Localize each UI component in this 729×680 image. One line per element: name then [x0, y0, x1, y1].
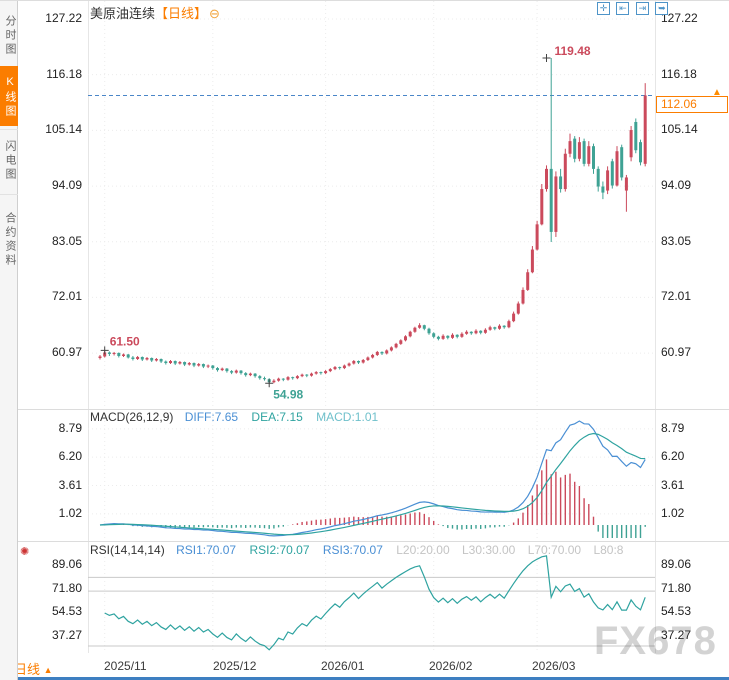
x-axis-label: 2025/12: [213, 659, 257, 673]
rsi3-value: RSI3:70.07: [322, 543, 383, 557]
period-selector[interactable]: 日线 ▲: [14, 659, 53, 678]
period-selector-label: 日线: [14, 662, 41, 677]
macd-header: MACD(26,12,9) DIFF:7.65 DEA:7.15 MACD:1.…: [90, 410, 388, 424]
macd-chart-canvas[interactable]: [88, 409, 655, 541]
scroll-left-icon[interactable]: ⇤: [616, 2, 630, 15]
rsi-axis-label: 89.06: [661, 557, 692, 571]
rsi-axis-label: 71.80: [51, 581, 82, 595]
panel-separator: [18, 409, 729, 410]
macd-axis-label: 6.20: [661, 449, 685, 463]
sidebar-item-contract-info[interactable]: 合约资料: [0, 194, 18, 282]
y-axis-label: 83.05: [661, 234, 692, 248]
y-axis-label: 105.14: [661, 122, 698, 136]
symbol-title: 美原油连续: [90, 6, 156, 21]
sidebar-item-timeshare[interactable]: 分时图: [4, 14, 16, 57]
x-axis-label: 2026/02: [429, 659, 473, 673]
rsi-axis-label: 89.06: [51, 557, 82, 571]
sidebar-item-lightning[interactable]: 闪电图: [0, 129, 18, 189]
rsi-l70-label: L70:70.00: [527, 543, 582, 557]
macd-diff-value: DIFF:7.65: [184, 410, 239, 424]
scroll-right-icon[interactable]: ⇥: [635, 2, 649, 15]
macd-axis-label: 3.61: [661, 478, 685, 492]
chevron-up-icon: ▲: [43, 665, 53, 675]
y-axis-label: 105.14: [45, 122, 82, 136]
macd-axis-label: 3.61: [58, 478, 82, 492]
rsi-axis-label: 54.53: [51, 604, 82, 618]
rsi2-value: RSI2:70.07: [249, 543, 310, 557]
rsi-chart-canvas[interactable]: [88, 541, 655, 653]
rsi-axis-label: 54.53: [661, 604, 692, 618]
x-axis-label: 2026/01: [321, 659, 365, 673]
macd-bar-value: MACD:1.01: [316, 410, 379, 424]
rsi-l80-label: L80:8: [593, 543, 624, 557]
rsi-axis-label: 37.27: [661, 628, 692, 642]
plot-right-border: [655, 1, 656, 653]
y-axis-label: 72.01: [661, 289, 692, 303]
price-up-arrow-icon: ▲: [712, 87, 722, 98]
macd-title: MACD(26,12,9): [90, 410, 174, 424]
y-axis-label: 83.05: [51, 234, 82, 248]
y-axis-label: 116.18: [661, 67, 697, 81]
chart-scrollbar[interactable]: [18, 677, 729, 680]
macd-dea-value: DEA:7.15: [251, 410, 303, 424]
macd-axis-label: 8.79: [58, 421, 82, 435]
chart-title-bar: 美原油连续【日线】 ⊖: [90, 3, 220, 22]
chart-toolbar: ✛ ⇤ ⇥ ➥: [597, 2, 670, 20]
y-axis-label: 127.22: [661, 11, 698, 25]
svg-text:61.50: 61.50: [110, 334, 140, 348]
y-axis-label: 116.18: [46, 67, 82, 81]
y-axis-label: 72.01: [51, 289, 82, 303]
rsi-l30-label: L30:30.00: [461, 543, 516, 557]
rsi-axis-label: 37.27: [51, 628, 82, 642]
current-price-label: 112.06: [656, 96, 728, 113]
y-axis-label: 94.09: [661, 178, 692, 192]
x-axis-label: 2025/11: [104, 659, 147, 673]
rsi-header: RSI(14,14,14) RSI1:70.07 RSI2:70.07 RSI3…: [90, 543, 632, 557]
rsi-l20-label: L20:20.00: [396, 543, 450, 557]
macd-axis-label: 1.02: [58, 506, 82, 520]
y-axis-label: 127.22: [45, 11, 82, 25]
rsi1-value: RSI1:70.07: [176, 543, 237, 557]
y-axis-label: 94.09: [51, 178, 82, 192]
settings-icon[interactable]: ⊖: [209, 6, 220, 21]
macd-axis-label: 8.79: [661, 421, 685, 435]
macd-axis-label: 1.02: [661, 506, 685, 520]
period-tag: 【日线】: [155, 6, 208, 21]
main-chart-canvas[interactable]: 61.50 54.98 119.48: [88, 1, 655, 409]
plot-left-border: [88, 1, 89, 680]
export-icon[interactable]: ➥: [655, 2, 669, 15]
bottom-bar: 日线 ▲ 2025/11 2025/12 2026/01 2026/02 202…: [0, 653, 729, 680]
rsi-axis-label: 71.80: [661, 581, 692, 595]
y-axis-label: 60.97: [51, 345, 82, 359]
pan-icon[interactable]: ✛: [597, 2, 610, 15]
sidebar-item-kline[interactable]: K线图: [0, 66, 18, 126]
rsi-title: RSI(14,14,14): [90, 543, 165, 557]
svg-text:54.98: 54.98: [273, 387, 303, 401]
svg-text:119.48: 119.48: [555, 44, 591, 58]
y-axis-label: 60.97: [661, 345, 692, 359]
macd-axis-label: 6.20: [58, 449, 82, 463]
x-axis-label: 2026/03: [532, 659, 576, 673]
panel-separator: [18, 541, 729, 542]
sidebar: 分时图 K线图 闪电图 合约资料: [0, 1, 18, 680]
live-indicator-icon: ✺: [20, 546, 30, 558]
